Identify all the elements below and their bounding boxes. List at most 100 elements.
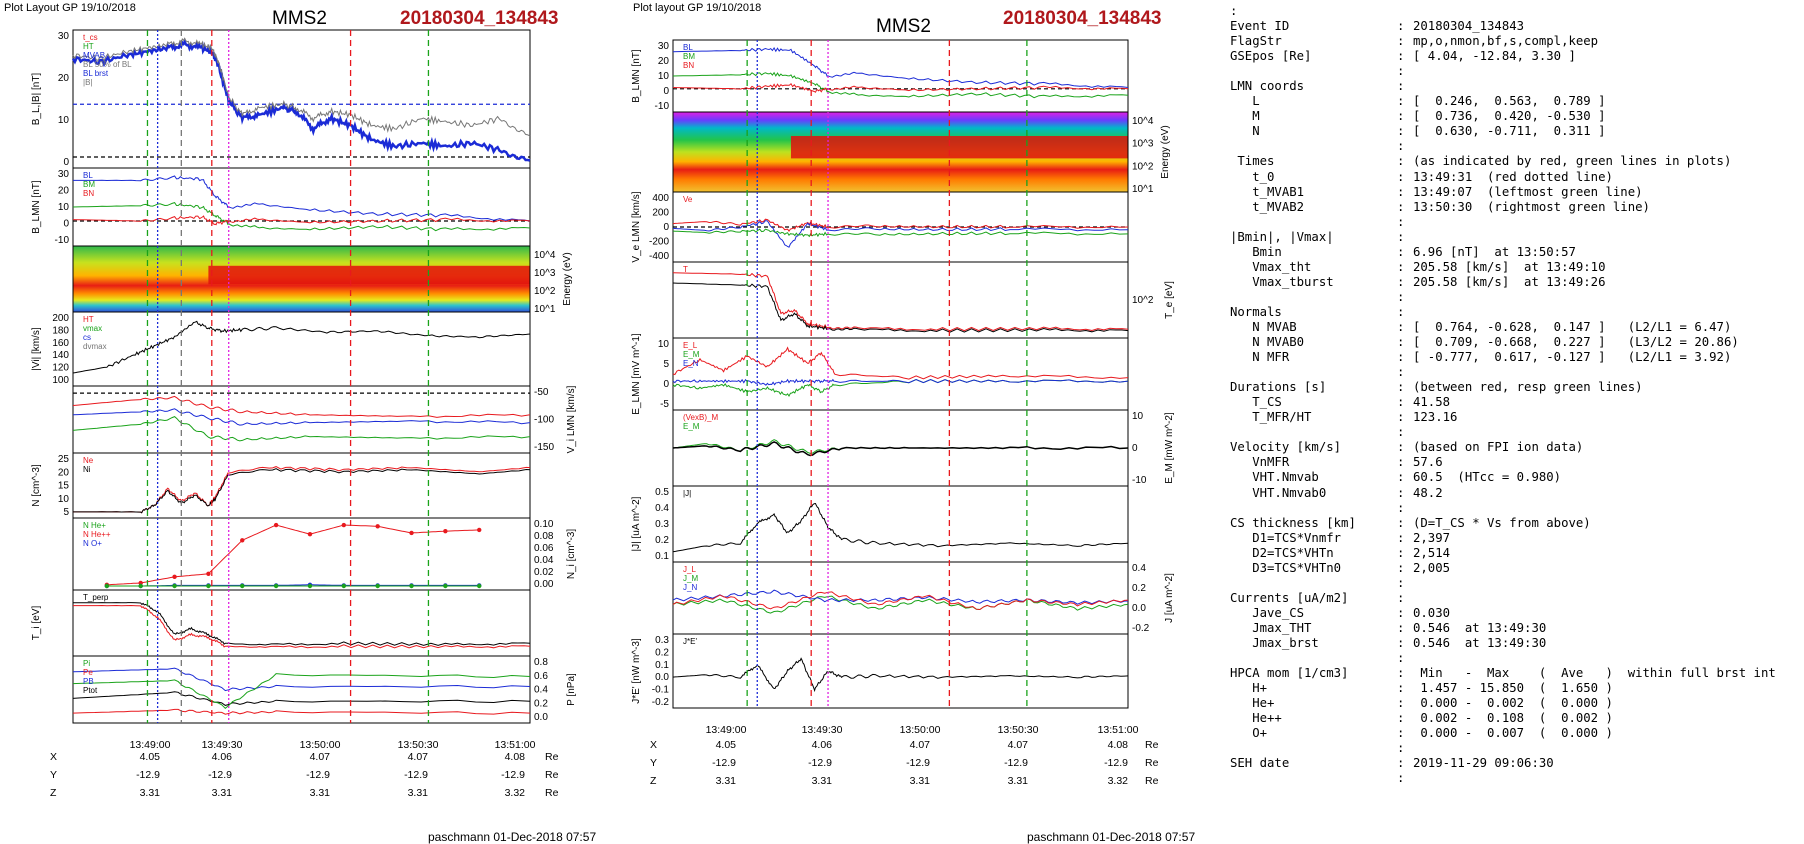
info-key: Times <box>1230 154 1275 169</box>
info-colon: : <box>1397 64 1405 79</box>
left-legend-entry: N He+ <box>83 521 106 530</box>
info-row: Event ID:20180304_134843 <box>1230 19 1800 34</box>
middle-ephem-value: 4.07 <box>1008 739 1029 751</box>
left-series-N-He- <box>106 524 480 586</box>
middle-ytick: 400 <box>652 193 669 204</box>
middle-ylabel: T_e [eV] <box>1164 281 1175 319</box>
left-ytick: 30 <box>58 169 70 180</box>
left-ephem-value: 3.31 <box>140 787 161 799</box>
middle-ytick: 0.2 <box>1132 583 1146 594</box>
info-colon: : <box>1397 124 1405 139</box>
middle-series-BM <box>672 71 1129 99</box>
info-key: CS thickness [km] <box>1230 515 1356 530</box>
left-ytick: 0.00 <box>534 579 554 590</box>
info-colon: : <box>1397 365 1405 380</box>
middle-ephem-unit: Re <box>1145 775 1159 787</box>
left-legend-entry: BL 50% of BL <box>83 60 132 69</box>
info-colon: : <box>1397 259 1405 274</box>
info-row: Velocity [km/s]: (based on FPI ion data) <box>1230 440 1800 455</box>
middle-spec-tick: 10^1 <box>1132 184 1154 195</box>
info-value: 0.546 at 13:49:30 <box>1413 635 1547 650</box>
left-ytick: 160 <box>52 338 69 349</box>
info-row: N MVAB0: [ 0.709, -0.668, 0.227 ] (L3/L2 … <box>1230 335 1800 350</box>
info-colon: : <box>1397 771 1405 786</box>
info-value: 20180304_134843 <box>1413 19 1525 34</box>
middle-ephem-name: X <box>650 739 657 751</box>
middle-ephem-unit: Re <box>1145 739 1159 751</box>
left-spec-tick: 10^4 <box>534 250 556 261</box>
left-ytick: 0.02 <box>534 567 554 578</box>
left-ephem-value: -12.9 <box>306 769 330 781</box>
left-ylabel: P [nPa] <box>566 673 577 706</box>
info-colon: : <box>1397 139 1405 154</box>
middle-legend-entry: E_N <box>683 359 699 368</box>
left-legend-entry: BM <box>83 180 95 189</box>
info-key: Event ID <box>1230 19 1290 34</box>
info-row: T_MFR/HT:123.16 <box>1230 410 1800 425</box>
middle-ytick: 0.1 <box>655 551 669 562</box>
left-data-point <box>206 583 211 589</box>
info-value: 60.5 (HTcc = 0.980) <box>1413 470 1562 485</box>
left-ytick: 10 <box>58 115 70 126</box>
info-row: M: [ 0.736, 0.420, -0.530 ] <box>1230 109 1800 124</box>
left-legend-entry: HT <box>83 315 94 324</box>
info-key: N <box>1230 124 1260 139</box>
left-ytick: 0 <box>63 157 69 168</box>
info-row: t_MVAB1:13:49:07 (leftmost green line) <box>1230 185 1800 200</box>
left-ytick: 0.06 <box>534 543 554 554</box>
left-series-Ptot <box>72 691 531 706</box>
middle-ytick: 200 <box>652 208 669 219</box>
info-key <box>1230 425 1397 440</box>
left-subplot-frame <box>72 589 531 657</box>
left-data-point <box>409 530 414 536</box>
left-legend-entry: T_perp <box>83 593 109 602</box>
info-value: 123.16 <box>1413 410 1458 425</box>
middle-ylabel: E_M [mW m^-2] <box>1164 412 1175 484</box>
left-ytick: 20 <box>58 186 70 197</box>
middle-ephem-value: -12.9 <box>1104 757 1128 769</box>
middle-ytick: 10 <box>658 71 670 82</box>
info-colon: : <box>1397 726 1405 741</box>
middle-series-J-E- <box>672 657 1129 693</box>
info-colon: : <box>1397 590 1405 605</box>
left-legend-entry: N He++ <box>83 530 111 539</box>
middle-ylabel: B_LMN [nT] <box>631 49 642 103</box>
left-subplot-frame <box>72 517 531 591</box>
left-ephem-value: 3.31 <box>212 787 233 799</box>
middle-subplot-frame <box>672 261 1129 339</box>
info-value: 2,514 <box>1413 545 1451 560</box>
info-key: T_CS <box>1230 395 1282 410</box>
middle-series--J- <box>672 502 1129 553</box>
info-row: HPCA mom [1/cm3]: Min - Max ( Ave ) with… <box>1230 666 1800 681</box>
middle-ephem-value: -12.9 <box>808 757 832 769</box>
middle-subplot-JLMN: 0.4 0.2 0.0 -0.2 J [uA m^-2] J_LJ_MJ_N <box>672 561 1175 635</box>
info-colon: : <box>1397 545 1405 560</box>
left-ytick: -50 <box>534 387 549 398</box>
left-spacecraft-label: MMS2 <box>272 8 327 29</box>
left-legend-entry: Pi <box>83 659 90 668</box>
left-ephem-value: 3.32 <box>505 787 526 799</box>
left-legend-entry: Ni <box>83 465 91 474</box>
left-legend-entry: Ne <box>83 456 94 465</box>
info-colon: : <box>1397 530 1405 545</box>
middle-time-tick: 13:49:30 <box>802 724 843 736</box>
left-data-point <box>409 583 414 589</box>
info-row: Times: (as indicated by red, green lines … <box>1230 154 1800 169</box>
info-key: N MVAB <box>1230 319 1297 334</box>
left-ytick: 0.6 <box>534 671 548 682</box>
info-colon: : <box>1397 756 1405 771</box>
info-colon: : <box>1397 575 1405 590</box>
left-legend-entry: PB <box>83 677 94 686</box>
middle-ephem-name: Z <box>650 775 657 787</box>
middle-ytick: 0.4 <box>655 503 669 514</box>
left-ytick: -100 <box>534 415 554 426</box>
left-legend-entry: BL brst <box>83 69 109 78</box>
info-colon: : <box>1397 335 1405 350</box>
left-data-point <box>240 583 245 589</box>
info-value: Min - Max ( Ave ) within full brst int <box>1413 666 1776 681</box>
middle-series-EN <box>672 378 1129 386</box>
left-ytick: 10 <box>58 494 70 505</box>
info-colon: : <box>1397 605 1405 620</box>
left-spec-tick: 10^3 <box>534 268 556 279</box>
